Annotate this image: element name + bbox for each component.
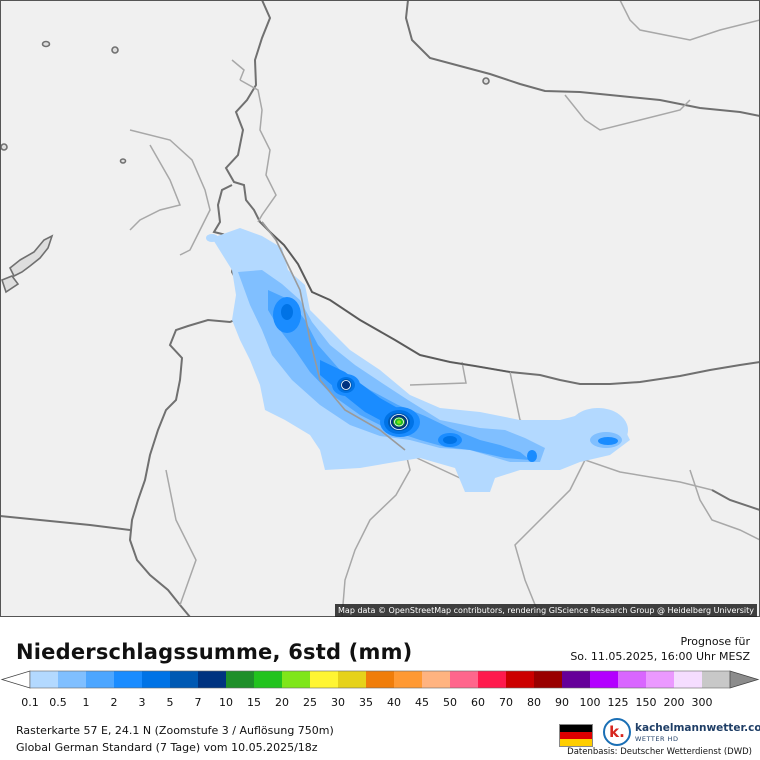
scale-swatch bbox=[366, 671, 394, 688]
scale-swatch bbox=[310, 671, 338, 688]
scale-label: 25 bbox=[303, 696, 317, 709]
scale-swatch bbox=[86, 671, 114, 688]
scale-label: 90 bbox=[555, 696, 569, 709]
scale-swatch bbox=[30, 671, 58, 688]
scale-arrow-left bbox=[0, 670, 31, 689]
scale-swatch bbox=[338, 671, 366, 688]
scale-label: 15 bbox=[247, 696, 261, 709]
scale-label: 0.1 bbox=[21, 696, 39, 709]
forecast-date: So. 11.05.2025, 16:00 Uhr MESZ bbox=[570, 650, 750, 663]
scale-swatch bbox=[674, 671, 702, 688]
scale-swatch bbox=[618, 671, 646, 688]
scale-label: 80 bbox=[527, 696, 541, 709]
scale-label: 300 bbox=[692, 696, 713, 709]
scale-swatch bbox=[114, 671, 142, 688]
scale-swatch bbox=[702, 671, 730, 688]
coastline-overlay bbox=[261, 221, 511, 451]
islands bbox=[0, 40, 490, 294]
scale-label: 125 bbox=[608, 696, 629, 709]
scale-label: 150 bbox=[636, 696, 657, 709]
model-info: Global German Standard (7 Tage) vom 10.0… bbox=[16, 741, 318, 754]
raster-info: Rasterkarte 57 E, 24.1 N (Zoomstufe 3 / … bbox=[16, 724, 334, 737]
kachelmann-logo-icon: k. bbox=[603, 718, 631, 746]
scale-label: 35 bbox=[359, 696, 373, 709]
scale-swatch bbox=[198, 671, 226, 688]
scale-label: 20 bbox=[275, 696, 289, 709]
scale-swatch bbox=[562, 671, 590, 688]
map-title: Niederschlagssumme, 6std (mm) bbox=[16, 640, 413, 664]
scale-label: 40 bbox=[387, 696, 401, 709]
scale-swatch bbox=[478, 671, 506, 688]
scale-swatch bbox=[646, 671, 674, 688]
scale-swatch bbox=[394, 671, 422, 688]
scale-label: 30 bbox=[331, 696, 345, 709]
scale-label: 45 bbox=[415, 696, 429, 709]
forecast-label: Prognose für bbox=[680, 635, 751, 648]
scale-swatch bbox=[534, 671, 562, 688]
scale-swatch bbox=[170, 671, 198, 688]
scale-swatch bbox=[450, 671, 478, 688]
data-source: Datenbasis: Deutscher Wetterdienst (DWD) bbox=[567, 747, 752, 757]
germany-flag-icon bbox=[559, 724, 593, 747]
scale-label: 60 bbox=[471, 696, 485, 709]
scale-label: 0.5 bbox=[49, 696, 67, 709]
scale-border bbox=[29, 670, 731, 689]
legend-panel bbox=[0, 617, 760, 760]
brand-logo[interactable]: k. kachelmannwetter.com WETTER HD bbox=[603, 718, 760, 748]
scale-label: 50 bbox=[443, 696, 457, 709]
scale-label: 3 bbox=[139, 696, 146, 709]
scale-swatch bbox=[226, 671, 254, 688]
scale-label: 200 bbox=[664, 696, 685, 709]
scale-label: 10 bbox=[219, 696, 233, 709]
scale-swatch bbox=[422, 671, 450, 688]
scale-label: 7 bbox=[195, 696, 202, 709]
map-attribution: Map data © OpenStreetMap contributors, r… bbox=[335, 604, 757, 617]
scale-swatch bbox=[254, 671, 282, 688]
precipitation-map[interactable] bbox=[0, 0, 760, 617]
southern-coast bbox=[0, 489, 760, 531]
precipitation-field bbox=[206, 228, 630, 492]
scale-label: 5 bbox=[167, 696, 174, 709]
scale-swatch bbox=[506, 671, 534, 688]
scale-swatch bbox=[282, 671, 310, 688]
brand-name: kachelmannwetter.com bbox=[635, 722, 760, 734]
scale-label: 100 bbox=[580, 696, 601, 709]
scale-swatch bbox=[142, 671, 170, 688]
scale-label: 2 bbox=[111, 696, 118, 709]
scale-arrow-right bbox=[729, 670, 760, 689]
scale-label: 1 bbox=[83, 696, 90, 709]
color-scale: 0.1 0.5 1 2 3 5 7 10 15 20 25 30 35 40 45 50 60 70 80 90 100… bbox=[0, 670, 760, 709]
scale-swatch bbox=[590, 671, 618, 688]
brand-subtitle: WETTER HD bbox=[635, 735, 679, 743]
scale-label: 70 bbox=[499, 696, 513, 709]
scale-swatch bbox=[58, 671, 86, 688]
